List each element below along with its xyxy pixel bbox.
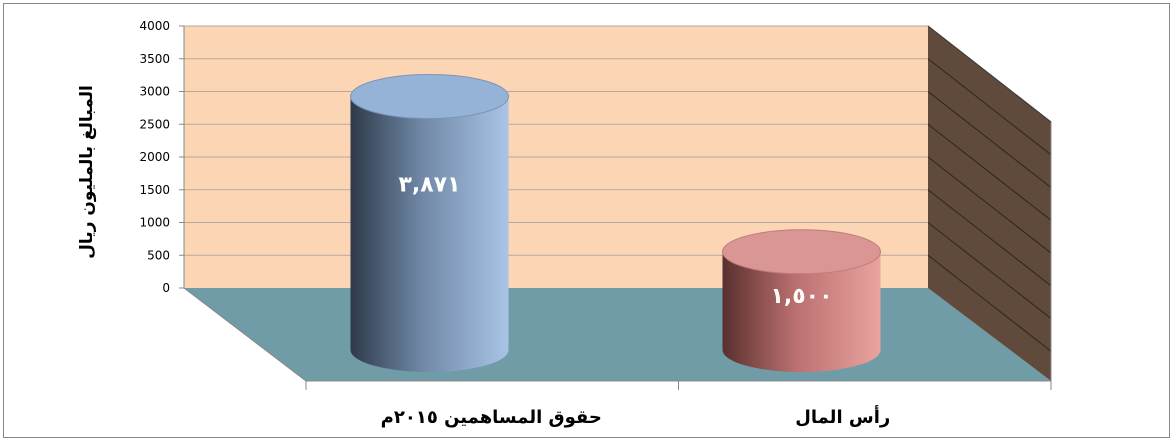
plot-side-wall bbox=[928, 26, 1051, 381]
x-axis-labels: حقوق المساهمين ٢٠١٥م رأس المال bbox=[381, 405, 891, 428]
data-label: ١,٥٠٠ bbox=[770, 284, 832, 309]
side-gridline bbox=[927, 91, 1052, 188]
plot-floor bbox=[184, 288, 1051, 381]
y-tick-label: 4000 bbox=[139, 19, 170, 33]
y-tick-label: 3000 bbox=[139, 85, 170, 99]
y-tick-label: 2500 bbox=[139, 117, 170, 131]
y-axis-title: المبالغ بالمليون ريال bbox=[77, 85, 97, 259]
bar bbox=[350, 96, 509, 373]
y-tick-label: 1000 bbox=[139, 216, 170, 230]
data-labels: ٣,٨٧١ ١,٥٠٠ bbox=[398, 173, 832, 309]
y-tick-label: 0 bbox=[162, 281, 170, 295]
x-tick-label: رأس المال bbox=[795, 405, 890, 428]
side-gridline bbox=[927, 254, 1052, 352]
y-tick-label: 3500 bbox=[139, 52, 170, 66]
side-gridline bbox=[927, 222, 1052, 319]
bar-top bbox=[350, 73, 509, 119]
plot-edge-line bbox=[927, 25, 1052, 123]
side-gridline bbox=[927, 189, 1052, 287]
y-axis-ticks: 0 500 1000 1500 2000 2500 3000 3500 4000 bbox=[139, 19, 184, 295]
y-tick-label: 2000 bbox=[139, 150, 170, 164]
x-axis-ticks bbox=[305, 381, 1052, 390]
y-tick-label: 500 bbox=[147, 248, 170, 262]
x-tick-label: حقوق المساهمين ٢٠١٥م bbox=[381, 407, 602, 428]
data-label: ٣,٨٧١ bbox=[398, 173, 460, 198]
bars bbox=[350, 73, 881, 373]
side-gridline bbox=[927, 123, 1052, 221]
bar bbox=[722, 251, 881, 373]
bar-top bbox=[722, 229, 881, 275]
side-gridline bbox=[927, 156, 1052, 254]
y-tick-label: 1500 bbox=[139, 183, 170, 197]
side-gridline bbox=[927, 58, 1052, 156]
